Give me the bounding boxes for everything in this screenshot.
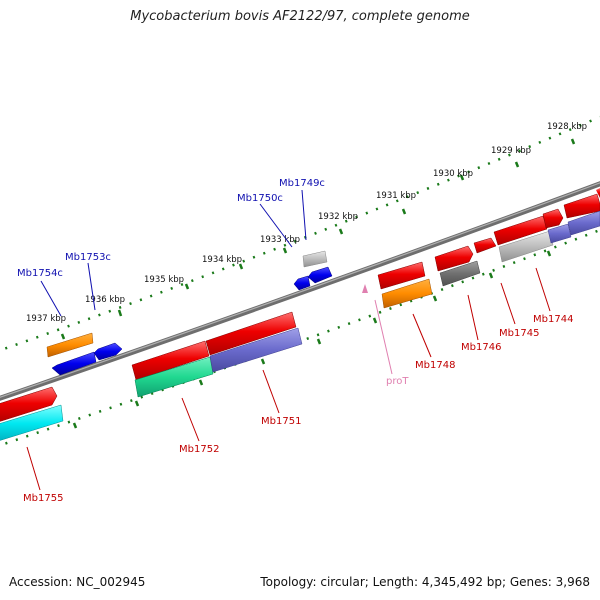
kbp-label-1936: 1936 kbp: [85, 295, 125, 305]
gene-label-Mb1746[interactable]: Mb1746: [461, 342, 501, 353]
gene-label-Mb1750c[interactable]: Mb1750c: [237, 193, 283, 204]
gene-label-Mb1744[interactable]: Mb1744: [533, 314, 573, 325]
gene-label-Mb1749c[interactable]: Mb1749c: [279, 178, 325, 189]
gene-proT-marker[interactable]: [362, 284, 368, 293]
gene-Mb1755-cyan[interactable]: [0, 404, 64, 442]
gene-Mb1745-red[interactable]: [493, 215, 548, 246]
gene-labels: Mb1754c Mb1753c Mb1750c Mb1749c Mb1755 M…: [17, 178, 573, 504]
gene-Mb1744-red[interactable]: [542, 208, 564, 229]
kbp-label-1928: 1928 kbp: [547, 122, 587, 132]
gene-Mb1752-red[interactable]: [131, 340, 210, 381]
gene-Mb1750c-arrow[interactable]: [293, 275, 311, 291]
kbp-labels: 1928 kbp 1929 kbp 1930 kbp 1931 kbp 1932…: [26, 122, 587, 324]
map-title: Mycobacterium bovis AF2122/97, complete …: [130, 9, 470, 24]
gene-edge-red[interactable]: [596, 188, 600, 198]
genome-summary: Topology: circular; Length: 4,345,492 bp…: [260, 575, 590, 589]
gene-far-right-purple[interactable]: [567, 210, 600, 236]
kbp-label-1933: 1933 kbp: [260, 235, 300, 245]
gene-Mb1755-red[interactable]: [0, 386, 58, 423]
gene-label-Mb1755[interactable]: Mb1755: [23, 493, 63, 504]
gene-label-Mb1748[interactable]: Mb1748: [415, 360, 455, 371]
gene-Mb1754c-arrow[interactable]: [51, 351, 97, 376]
gene-label-proT[interactable]: proT: [386, 376, 409, 387]
outer-ruler-dots: [0, 115, 600, 352]
gene-label-Mb1745[interactable]: Mb1745: [499, 328, 539, 339]
gene-Mb1754c-group: [46, 332, 97, 376]
gene-Mb1752-green[interactable]: [134, 356, 214, 398]
gene-label-Mb1753c[interactable]: Mb1753c: [65, 252, 111, 263]
gene-Mb1749c-group: [302, 250, 333, 284]
genome-backbone: [0, 181, 600, 401]
gene-Mb1748-orange[interactable]: [381, 278, 433, 309]
gene-Mb1749c-upper[interactable]: [302, 250, 328, 268]
gene-Mb1751-red[interactable]: [205, 311, 297, 356]
gene-Mb1751-purple[interactable]: [209, 327, 303, 373]
gene-label-Mb1754c[interactable]: Mb1754c: [17, 268, 63, 279]
outer-ruler-major-ticks: [60, 138, 576, 340]
gene-label-Mb1752[interactable]: Mb1752: [179, 444, 219, 455]
gene-Mb1745-silver[interactable]: [498, 230, 554, 263]
gene-Mb1754c-upper[interactable]: [46, 332, 94, 358]
gene-label-Mb1751[interactable]: Mb1751: [261, 416, 301, 427]
kbp-label-1930: 1930 kbp: [433, 169, 473, 179]
kbp-label-1937: 1937 kbp: [26, 314, 66, 324]
kbp-label-1934: 1934 kbp: [202, 255, 242, 265]
accession-label: Accession: NC_002945: [9, 575, 146, 589]
gene-Mb1746-dark[interactable]: [439, 260, 481, 287]
inner-ruler-major-ticks: [72, 250, 552, 429]
gene-Mb1746-red[interactable]: [434, 245, 474, 272]
gene-Mb1749c-arrow[interactable]: [307, 266, 333, 284]
gene-far-right-red[interactable]: [563, 193, 600, 219]
kbp-label-1929: 1929 kbp: [491, 146, 531, 156]
kbp-label-1935: 1935 kbp: [144, 275, 184, 285]
kbp-label-1932: 1932 kbp: [318, 212, 358, 222]
gene-Mb1744-purple[interactable]: [547, 223, 572, 244]
kbp-label-1931: 1931 kbp: [376, 191, 416, 201]
callout-lines: [26, 189, 551, 491]
gene-Mb1745-small[interactable]: [473, 237, 497, 254]
gene-Mb1753c-arrow[interactable]: [93, 342, 123, 361]
gene-Mb1748-red[interactable]: [377, 261, 426, 290]
